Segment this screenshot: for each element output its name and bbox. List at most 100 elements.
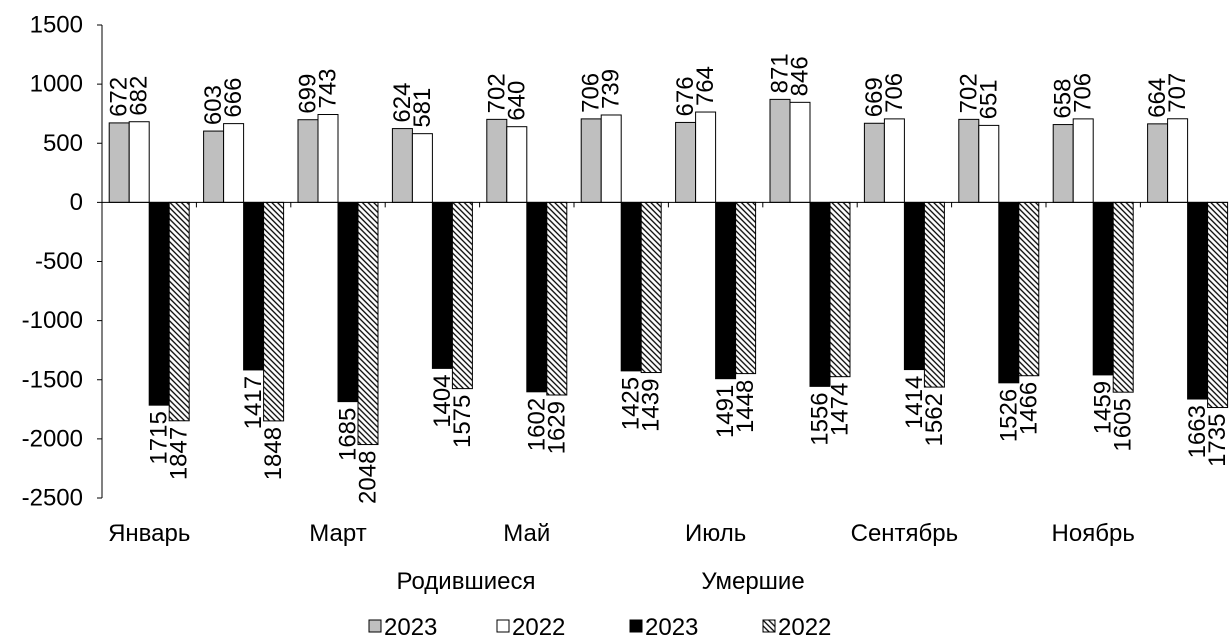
deaths-2023-bar [715, 201, 737, 380]
y-tick-label: -1000 [22, 307, 83, 334]
legend-swatch-births-2023 [368, 619, 382, 633]
y-tick-label: -2500 [22, 485, 83, 512]
axes: 1500 1000 500 0 -500 -1000 -1500 -2000 -2500 Янва… [22, 12, 1141, 547]
births-2022-value-label: 651 [975, 79, 1002, 119]
deaths-2023-bar [998, 201, 1020, 384]
births-2023-value-label: 664 [1144, 78, 1171, 118]
deaths-2023-value-label: 1425 [618, 377, 645, 430]
births-2023-value-label: 672 [106, 77, 133, 117]
deaths-2023-bar [148, 201, 170, 406]
x-tick-label: Май [503, 520, 550, 547]
deaths-2023-value-label: 1663 [1184, 405, 1211, 458]
births-2022-value-label: 707 [1164, 73, 1191, 113]
deaths-2022-bar [451, 201, 473, 390]
deaths-2022-value-label: 1848 [260, 427, 287, 480]
legend-swatch-deaths-2022 [762, 619, 776, 633]
births-2022-bar [223, 123, 245, 203]
births-2023-bar [958, 118, 980, 203]
x-tick-label: Сентябрь [851, 520, 959, 547]
births-2023-bar [391, 128, 413, 203]
births-2022-bar [317, 114, 339, 203]
deaths-2023-value-label: 1685 [335, 408, 362, 461]
y-tick-label: -500 [35, 248, 83, 275]
births-2023-value-label: 603 [200, 85, 227, 125]
births-2023-bar [1052, 124, 1074, 203]
births-2022-value-label: 706 [1070, 73, 1097, 113]
births-2023-bar [675, 121, 697, 203]
y-tick-label: -1500 [22, 366, 83, 393]
y-tick-label: -2000 [22, 425, 83, 452]
deaths-2023-bar [243, 201, 265, 371]
deaths-2022-bar [168, 201, 190, 422]
births-2022-bar [1167, 118, 1189, 203]
deaths-2022-bar [1112, 201, 1134, 393]
births-2023-value-label: 658 [1050, 79, 1077, 119]
deaths-2022-value-label: 1439 [638, 379, 665, 432]
births-2022-value-label: 640 [503, 81, 530, 121]
deaths-2022-value-label: 1847 [166, 427, 193, 480]
deaths-2022-value-label: 1466 [1015, 382, 1042, 435]
births-2023-bar [580, 118, 602, 203]
births-2022-bar [883, 118, 905, 203]
births-2022-bar [411, 133, 433, 203]
deaths-2023-bar [1187, 201, 1209, 400]
deaths-2023-value-label: 1526 [995, 389, 1022, 442]
deaths-2023-value-label: 1556 [807, 392, 834, 445]
births-2022-value-label: 706 [881, 73, 908, 113]
legend-label-deaths-2022: 2022 [778, 614, 831, 637]
x-tick-label: Январь [108, 520, 190, 547]
births-2023-bar [1147, 123, 1169, 203]
x-tick-label: Март [309, 520, 366, 547]
deaths-2023-bar [903, 201, 925, 371]
deaths-2023-bar [809, 201, 831, 387]
deaths-2023-bar [620, 201, 642, 372]
deaths-2022-bar [1018, 201, 1040, 377]
legend-group-births: Родившиеся [397, 568, 536, 595]
deaths-2022-bar [829, 201, 851, 378]
x-tick-label: Ноябрь [1052, 520, 1135, 547]
deaths-2022-value-label: 1448 [732, 380, 759, 433]
births-2023-bar [203, 130, 225, 203]
births-2023-value-label: 624 [389, 83, 416, 123]
data-labels: 672 603 699 624 702 706 676 871 669 702 658 664 682 6… [106, 53, 1229, 504]
deaths-2023-bar [526, 201, 548, 393]
x-tick-label: Июль [685, 520, 746, 547]
births-2022-value-label: 739 [598, 69, 625, 109]
births-2022-value-label: 743 [315, 68, 342, 108]
deaths-2022-value-label: 1562 [921, 393, 948, 446]
bars [108, 98, 1229, 446]
births-2023-value-label: 871 [767, 53, 794, 93]
deaths-2023-value-label: 1459 [1090, 381, 1117, 434]
births-2022-value-label: 764 [692, 66, 719, 106]
births-2022-bar [1072, 118, 1094, 203]
deaths-2022-value-label: 1629 [543, 401, 570, 454]
births-2023-value-label: 702 [483, 73, 510, 113]
deaths-2022-value-label: 1605 [1110, 398, 1137, 451]
births-2022-value-label: 581 [409, 88, 436, 128]
births-2023-value-label: 702 [955, 73, 982, 113]
deaths-2023-value-label: 1404 [429, 374, 456, 427]
births-2022-value-label: 666 [220, 78, 247, 118]
deaths-2022-bar [735, 201, 757, 375]
deaths-2023-bar [431, 201, 453, 369]
deaths-2023-bar [337, 201, 359, 403]
births-2023-value-label: 699 [295, 74, 322, 114]
legend-label-births-2022: 2022 [512, 614, 565, 637]
deaths-2023-value-label: 1715 [146, 411, 173, 464]
deaths-2023-value-label: 1414 [901, 376, 928, 429]
births-2023-bar [863, 122, 885, 203]
deaths-2023-value-label: 1491 [712, 385, 739, 438]
deaths-2023-value-label: 1417 [240, 376, 267, 429]
legend-group-deaths: Умершие [701, 568, 804, 595]
births-2022-bar [695, 111, 717, 203]
deaths-2022-value-label: 1575 [449, 395, 476, 448]
births-2022-bar [789, 101, 811, 203]
deaths-2022-bar [640, 201, 662, 374]
legend-label-deaths-2023: 2023 [645, 614, 698, 637]
deaths-2023-bar [1092, 201, 1114, 376]
deaths-2022-value-label: 2048 [355, 451, 382, 504]
legend-swatch-deaths-2023 [629, 619, 643, 633]
births-2022-bar [600, 114, 622, 203]
